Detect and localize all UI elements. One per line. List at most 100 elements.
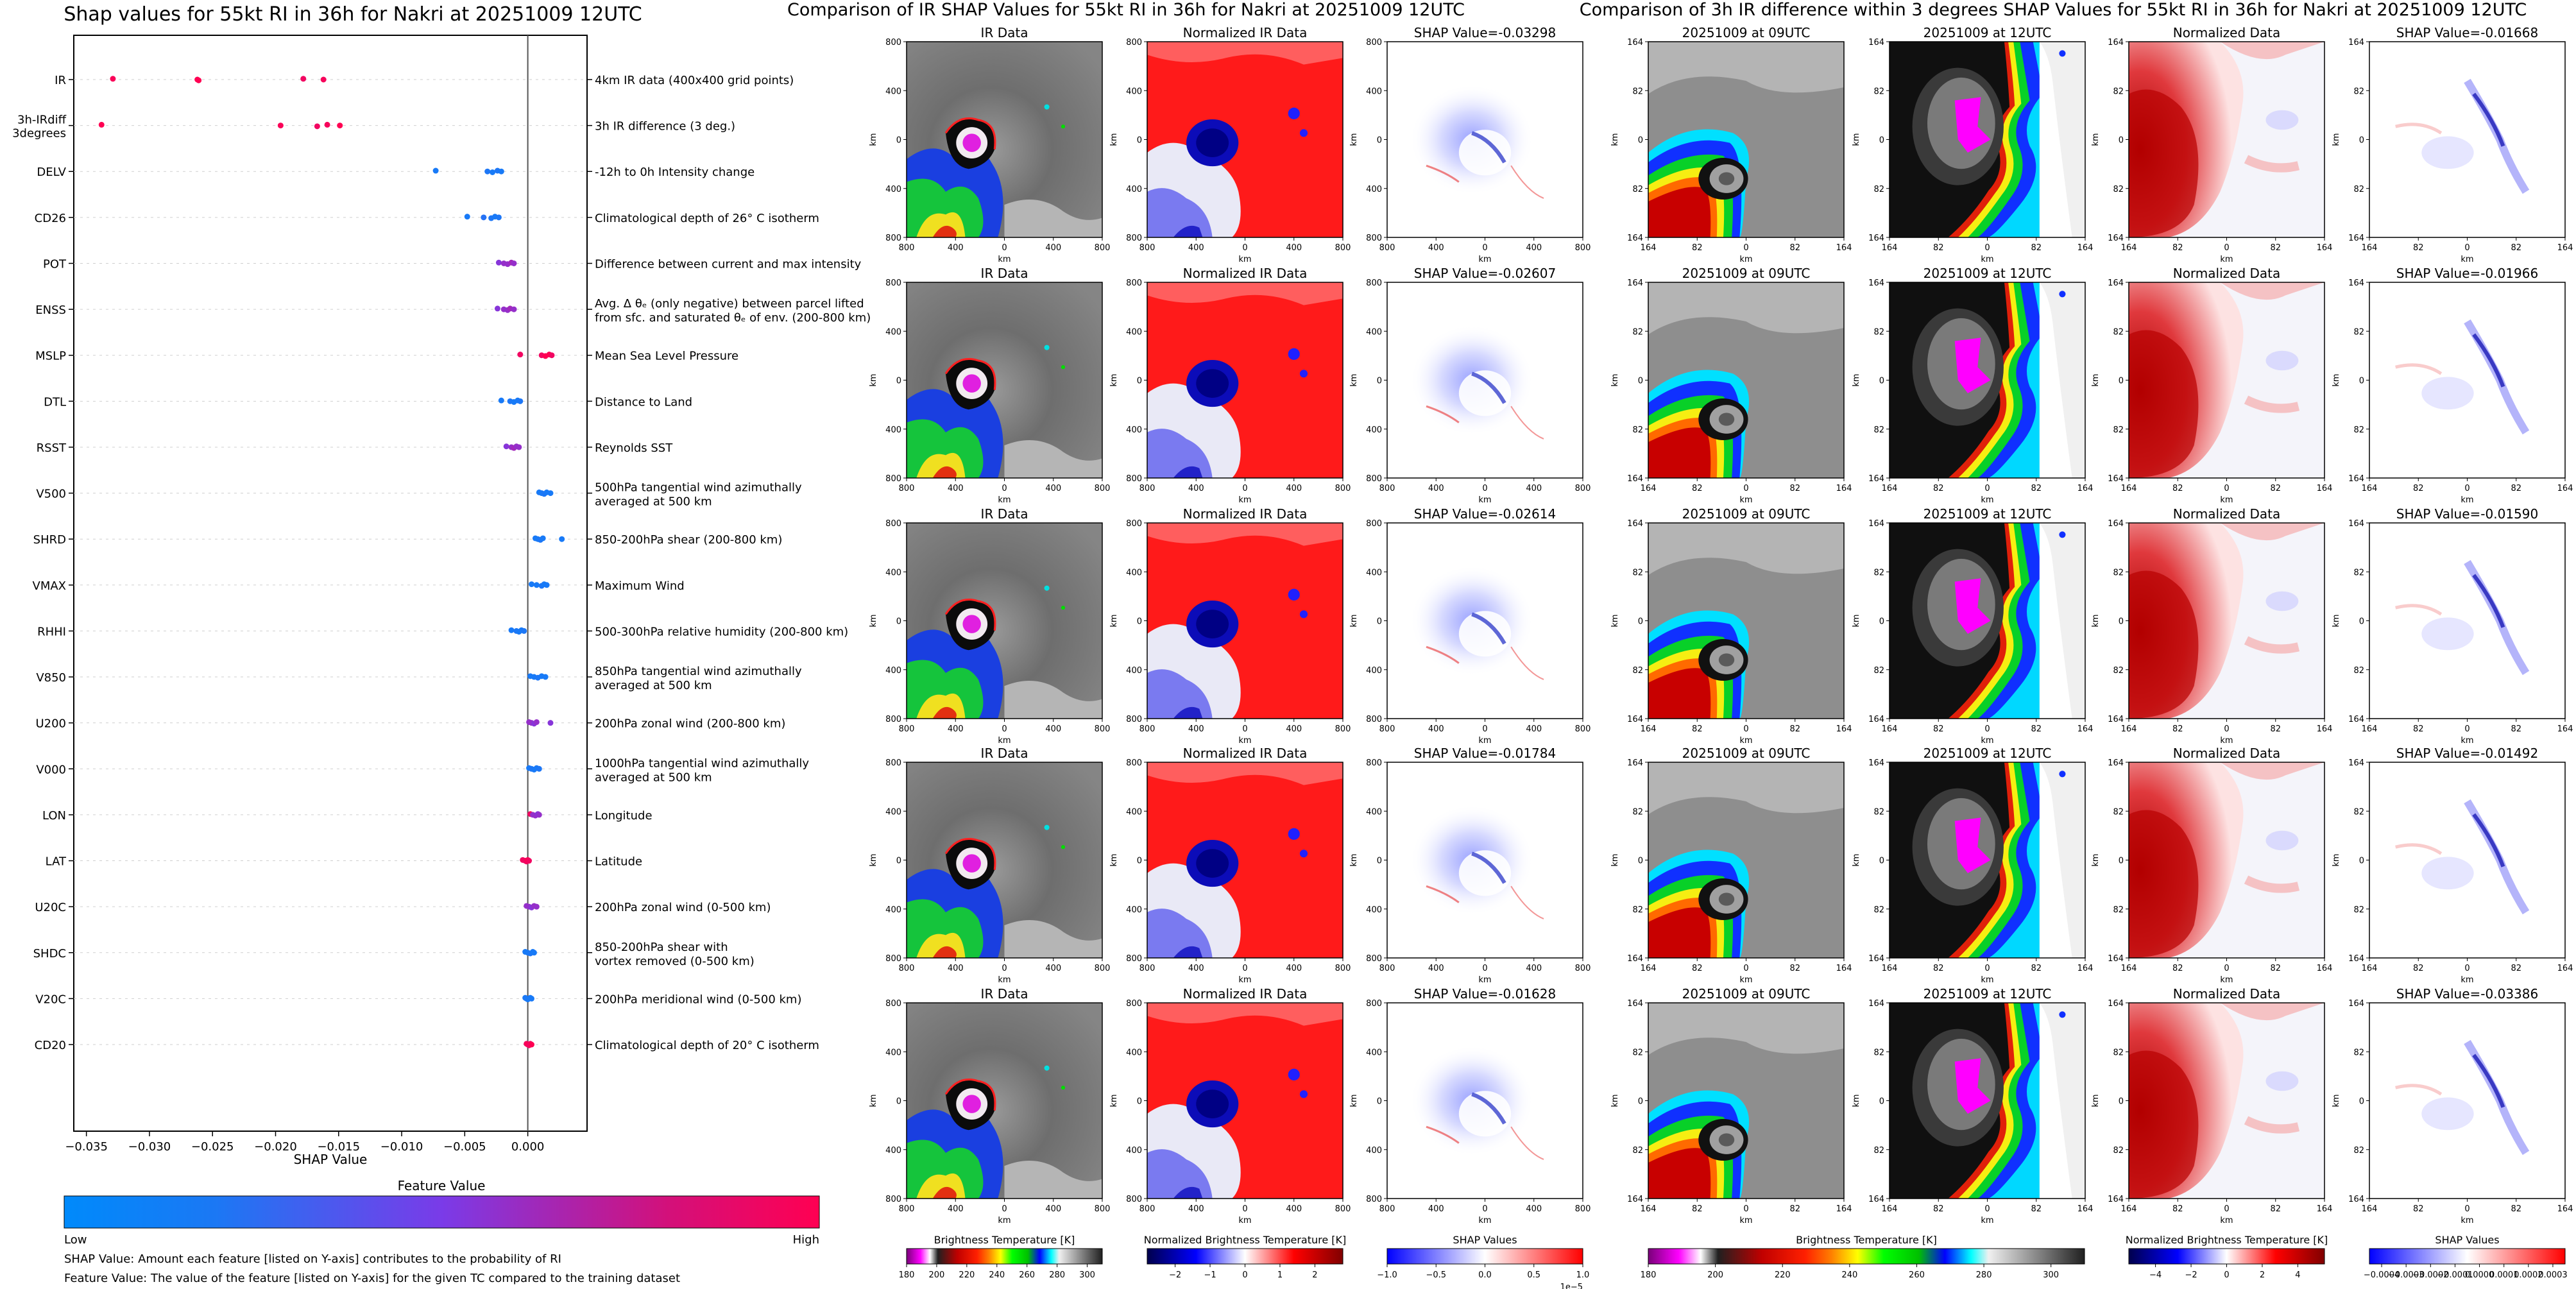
x-axis-label: km (2461, 255, 2473, 264)
panel-image (905, 522, 1104, 720)
x-tick-label: 0 (1984, 243, 1990, 253)
y-tick-label: 0 (896, 857, 901, 866)
x-tick-label: 400 (1286, 724, 1302, 734)
image-panel: 20251009 at 12UTC1641648282008282164164k… (1852, 506, 2093, 746)
y-axis-label: km (1610, 373, 1620, 386)
y-axis-label: km (1109, 133, 1119, 146)
colorbar-gradient (1386, 1248, 1583, 1265)
x-tick-label: 164 (2077, 724, 2094, 734)
panel-title: Normalized IR Data (1183, 506, 1308, 522)
y-tick-label: 0 (2119, 617, 2124, 627)
feature-label: U20C (35, 901, 66, 914)
colorbar-tick-label: 280 (1976, 1270, 1992, 1280)
x-tick-label: 164 (2557, 724, 2573, 734)
y-tick-label: 82 (2353, 568, 2364, 577)
x-tick-label: 82 (2413, 484, 2424, 493)
x-tick-label: 82 (2031, 724, 2042, 734)
y-tick-label: 400 (1366, 568, 1382, 577)
y-tick-label: 82 (2113, 1048, 2124, 1057)
x-tick-label: 400 (1286, 964, 1302, 973)
feature-description: 4km IR data (400x400 grid points) (595, 74, 794, 87)
panel-image (1648, 42, 1844, 237)
panel-image (2129, 282, 2324, 478)
feature-label: ENSS (35, 303, 66, 317)
panel-image (1648, 762, 1844, 958)
y-tick-label: 82 (2353, 87, 2364, 96)
x-tick-label: 0 (1002, 724, 1007, 734)
y-axis-label: km (1109, 373, 1119, 386)
y-tick-label: 400 (1126, 807, 1142, 817)
x-tick-label: 0 (2224, 964, 2229, 973)
image-panel: 20251009 at 12UTC1641648282008282164164k… (1852, 266, 2093, 505)
panel-image (1889, 523, 2085, 719)
x-tick-label: 164 (2121, 964, 2137, 973)
x-tick-label: 82 (2172, 964, 2183, 973)
panel-title: Normalized IR Data (1183, 746, 1308, 761)
y-tick-label: 0 (1377, 377, 1382, 386)
y-tick-label: 82 (2353, 425, 2364, 435)
x-tick-label: 82 (2511, 964, 2521, 973)
y-tick-label: 0 (896, 1097, 901, 1107)
x-axis-label: km (1238, 1216, 1251, 1225)
y-tick-label: 82 (1873, 905, 1884, 915)
y-tick-label: 164 (2348, 954, 2364, 964)
y-tick-label: 400 (1366, 807, 1382, 817)
shap-point (196, 77, 202, 83)
x-tick-label: 82 (2031, 484, 2042, 493)
ir-shap-grid: Comparison of IR SHAP Values for 55kt RI… (787, 0, 1591, 1289)
y-tick-label: 0 (2359, 857, 2364, 866)
panel-image (1387, 1003, 1583, 1199)
x-tick-label: 82 (2270, 484, 2281, 493)
feature-description: Climatological depth of 26° C isotherm (595, 212, 819, 225)
x-tick-label: 400 (948, 243, 964, 253)
y-tick-label: 82 (2113, 905, 2124, 915)
y-tick-label: 164 (1627, 758, 1643, 768)
x-tick-label: 0 (1984, 964, 1990, 973)
colorbar-tick-label: 300 (1079, 1270, 1095, 1280)
x-tick-label: −0.035 (65, 1140, 108, 1154)
x-tick-label: 800 (1095, 1204, 1111, 1214)
y-tick-label: 0 (1377, 857, 1382, 866)
panel-image (1387, 282, 1583, 478)
y-tick-label: 164 (1868, 1195, 1884, 1204)
feature-description: 500-300hPa relative humidity (200-800 km… (595, 625, 848, 638)
x-tick-label: 0 (1242, 964, 1247, 973)
y-tick-label: 800 (1126, 954, 1142, 964)
panel-image (2369, 42, 2565, 237)
y-tick-label: 400 (1126, 568, 1142, 577)
panel-title: IR Data (981, 266, 1028, 281)
colorbar-label: Normalized Brightness Temperature [K] (1144, 1234, 1347, 1246)
shap-point (543, 582, 550, 588)
x-tick-label: 164 (2557, 484, 2573, 493)
x-tick-label: 400 (1526, 724, 1542, 734)
colorbar-tick-label: 0 (1242, 1270, 1247, 1280)
y-tick-label: 164 (1627, 38, 1643, 47)
x-tick-label: 0 (2464, 724, 2469, 734)
feature-label: VMAX (33, 579, 67, 593)
x-axis-label: km (1238, 975, 1251, 985)
ir-grid-title: Comparison of IR SHAP Values for 55kt RI… (787, 0, 1465, 20)
x-tick-label: 82 (1933, 243, 1944, 253)
colorbar-gradient (2369, 1248, 2566, 1265)
x-tick-label: 164 (1882, 724, 1898, 734)
panel-title: 20251009 at 09UTC (1682, 25, 1811, 40)
x-axis-label: km (1739, 255, 1752, 264)
y-tick-label: 164 (2108, 999, 2124, 1009)
x-tick-label: 82 (2172, 724, 2183, 734)
x-tick-label: 82 (2413, 243, 2424, 253)
x-tick-label: 800 (1335, 243, 1351, 253)
feature-label: LAT (46, 855, 67, 869)
panel-image (2129, 42, 2324, 237)
feature-label: SHDC (33, 947, 66, 960)
y-tick-label: 0 (896, 617, 901, 627)
colorbar-tick-label: 220 (1775, 1270, 1791, 1280)
y-tick-label: 400 (885, 1146, 901, 1156)
x-tick-label: 82 (1933, 484, 1944, 493)
x-tick-label: 0 (1242, 1204, 1247, 1214)
y-tick-label: 0 (2359, 1097, 2364, 1107)
x-tick-label: 800 (899, 724, 915, 734)
panel-image (2369, 762, 2565, 958)
y-tick-label: 82 (1632, 1048, 1643, 1057)
x-tick-label: 800 (899, 1204, 915, 1214)
